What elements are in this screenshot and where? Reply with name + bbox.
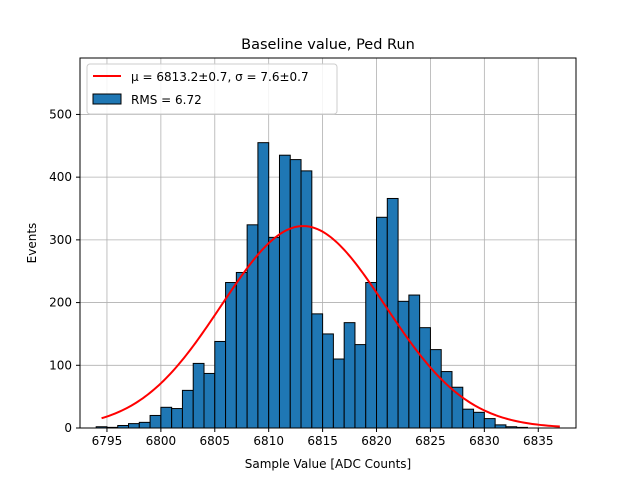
histogram-bar [462,408,475,429]
histogram-bar [332,358,345,429]
histogram-bar [192,362,205,429]
x-tick-label: 6830 [469,434,500,448]
y-tick-label: 400 [49,170,72,184]
histogram-bars [95,142,528,429]
y-tick-label: 200 [49,296,72,310]
histogram-bar [429,349,442,429]
x-axis-ticks: 6795 6800 6805 6810 6815 6820 6825 6830 6835 [92,428,554,448]
histogram-bar [160,406,173,429]
legend-histogram-label: RMS = 6.72 [131,93,202,107]
legend-fit-label: μ = 6813.2±0.7, σ = 7.6±0.7 [131,70,309,84]
histogram-bar [268,236,280,429]
histogram-bar [343,322,356,429]
x-tick-label: 6810 [253,434,284,448]
histogram-bar [181,389,194,429]
gaussian-fit-curve [101,225,560,428]
x-tick-label: 6820 [361,434,392,448]
y-tick-label: 300 [49,233,72,247]
x-tick-label: 6800 [146,434,177,448]
legend-box [86,63,338,115]
histogram-bar [138,421,151,429]
x-tick-label: 6815 [307,434,338,448]
histogram-bar [322,333,334,429]
histogram-bar [257,142,270,429]
y-axis-ticks: 0 100 200 300 400 500 [49,107,80,435]
y-tick-label: 100 [49,358,72,372]
y-tick-label: 0 [64,421,72,435]
histogram-bar [128,423,140,429]
histogram-bar [278,154,291,429]
histogram-bar [171,408,183,429]
x-tick-label: 6835 [523,434,554,448]
legend-histogram-swatch [92,93,122,105]
histogram-bar [473,411,485,429]
x-tick-label: 6795 [92,434,123,448]
y-tick-label: 500 [49,107,72,121]
histogram-bar [386,197,399,429]
x-tick-label: 6805 [200,434,231,448]
x-axis-label: Sample Value [ADC Counts] [245,457,411,471]
histogram-bar [214,340,227,429]
histogram-bar [235,271,248,429]
histogram-bar [397,300,410,429]
histogram-bar [225,282,237,429]
histogram-bar [289,159,302,429]
histogram-bar [408,294,421,429]
histogram-bar [483,418,496,429]
chart-title: Baseline value, Ped Run [241,37,415,53]
histogram-bar [311,313,324,429]
histogram-bar [376,216,388,429]
histogram-bar [300,170,313,429]
histogram-bar [203,372,216,429]
histogram-bar [419,327,431,429]
legend: μ = 6813.2±0.7, σ = 7.6±0.7 RMS = 6.72 [86,63,338,115]
x-tick-label: 6825 [415,434,446,448]
histogram-bar [149,414,162,429]
histogram-bar [354,344,367,429]
y-axis-label: Events [25,223,39,264]
plot-frame [79,57,577,429]
histogram-bar [365,282,378,429]
